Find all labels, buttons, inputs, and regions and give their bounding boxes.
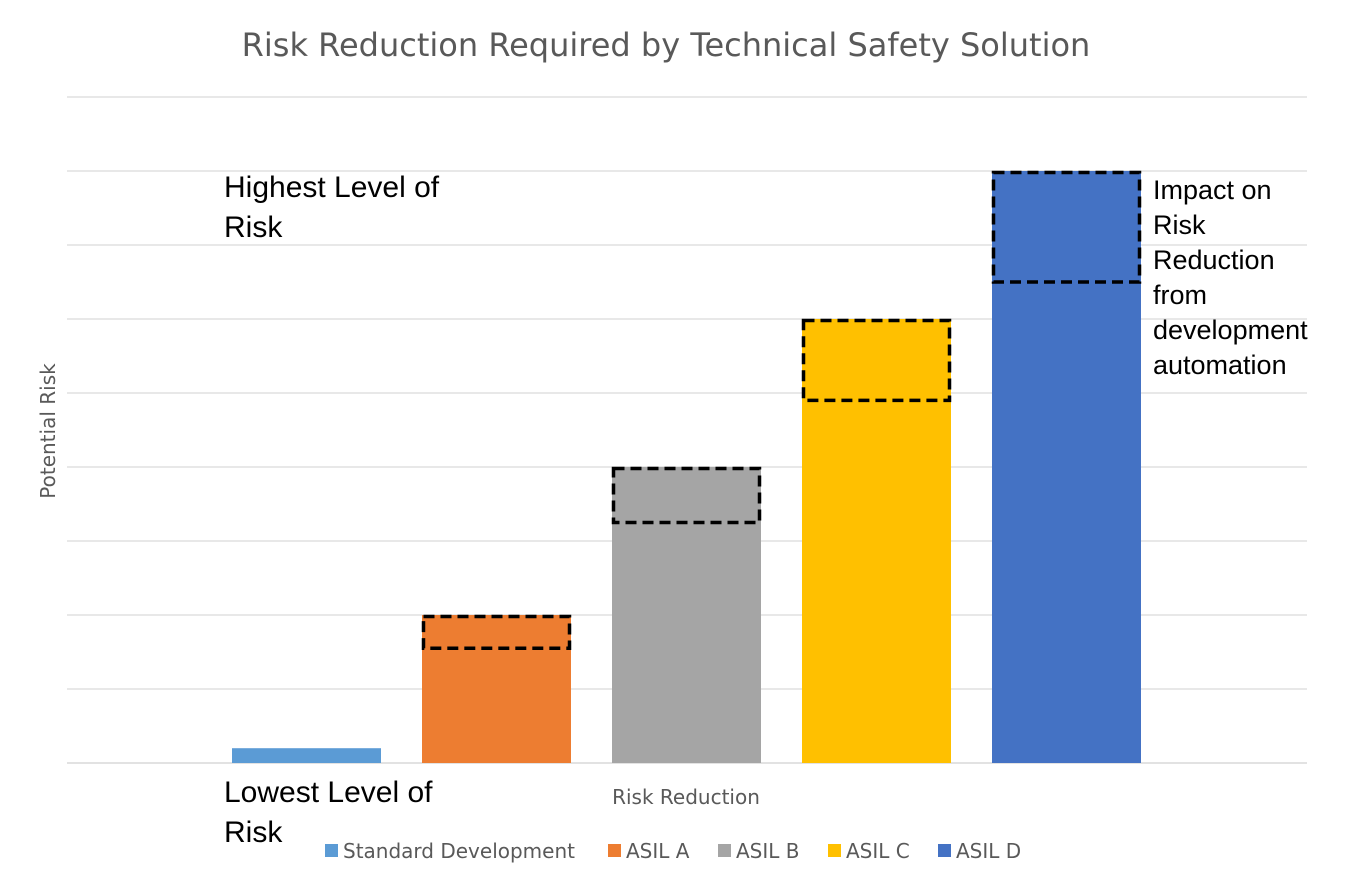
legend-label: Standard Development — [343, 839, 575, 863]
bar-standard-development — [232, 748, 381, 763]
legend-label: ASIL A — [626, 839, 690, 863]
legend-item: ASIL D — [938, 839, 1021, 863]
legend-item: ASIL B — [718, 839, 800, 863]
legend-swatch — [938, 844, 951, 857]
legend-swatch — [718, 844, 731, 857]
chart-title: Risk Reduction Required by Technical Saf… — [242, 26, 1091, 64]
annotation-lowest-risk-line-1: Lowest Level of — [224, 776, 433, 809]
y-axis-label: Potential Risk — [36, 363, 60, 499]
legend-swatch — [325, 844, 338, 857]
annotation-automation-line: from — [1153, 280, 1207, 310]
annotation-automation-line: development — [1153, 315, 1308, 345]
legend-swatch — [608, 844, 621, 857]
annotation-automation-impact: Impact on Risk Reduction from development aut… — [1153, 175, 1308, 380]
automation-impact-box — [991, 170, 1142, 284]
bar-asil-c — [802, 319, 951, 763]
annotation-lowest-risk-line-2: Risk — [224, 816, 283, 849]
x-axis-label: Risk Reduction — [612, 785, 760, 809]
annotation-highest-risk-line-2: Risk — [224, 211, 283, 244]
legend: Standard Development ASIL A ASIL B ASIL C AS… — [325, 839, 1021, 863]
legend-label: ASIL B — [736, 839, 800, 863]
automation-impact-box — [421, 614, 572, 651]
legend-label: ASIL C — [846, 839, 910, 863]
bars — [232, 170, 1142, 763]
automation-impact-box — [801, 318, 952, 403]
legend-item: ASIL A — [608, 839, 690, 863]
bar-asil-a — [422, 615, 571, 763]
legend-swatch — [828, 844, 841, 857]
annotation-automation-line: Reduction — [1153, 245, 1275, 275]
bar-asil-d — [992, 171, 1141, 763]
legend-item: Standard Development — [325, 839, 575, 863]
legend-item: ASIL C — [828, 839, 910, 863]
bar-asil-b — [612, 467, 761, 763]
annotation-automation-line: Impact on — [1153, 175, 1272, 205]
annotation-automation-line: Risk — [1153, 210, 1206, 240]
annotation-highest-risk-line-1: Highest Level of — [224, 171, 440, 204]
automation-impact-box — [611, 466, 762, 525]
annotation-automation-line: automation — [1153, 350, 1287, 380]
legend-label: ASIL D — [956, 839, 1021, 863]
